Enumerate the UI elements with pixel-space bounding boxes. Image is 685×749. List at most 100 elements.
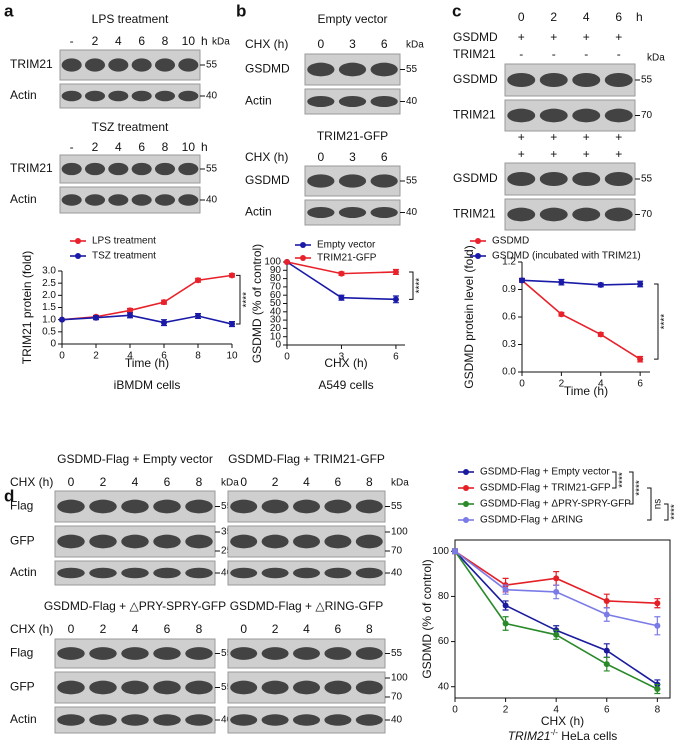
lane-label: 0 xyxy=(317,37,324,51)
blot-band xyxy=(84,58,106,72)
data-point xyxy=(519,277,525,284)
lane-label: 6 xyxy=(381,150,388,164)
lane-label: 6 xyxy=(335,622,342,636)
blot-band xyxy=(292,647,321,660)
blot-band xyxy=(292,534,321,549)
lane-label: 8 xyxy=(162,34,169,48)
marker-label: 55 xyxy=(406,176,418,187)
legend-label: GSDMD xyxy=(492,236,529,247)
y-tick-label: 90 xyxy=(270,265,282,276)
y-tick-label: 3.0 xyxy=(42,266,56,277)
blot-band xyxy=(572,171,601,187)
lane-label: - xyxy=(70,34,74,48)
sig-label: **** xyxy=(415,278,426,294)
row-label: Actin xyxy=(10,88,37,102)
blot-band xyxy=(131,58,152,72)
y-axis-label: TRIM21 protein (fold) xyxy=(20,251,34,364)
lane-label: 0 xyxy=(68,475,75,489)
lane-label: 8 xyxy=(162,140,169,154)
caption-part: TRIM21 xyxy=(508,729,551,743)
blot-band xyxy=(57,680,85,695)
treatment-sign: - xyxy=(519,47,523,61)
blot-band xyxy=(84,90,106,102)
row-label: Flag xyxy=(10,646,33,660)
data-point xyxy=(392,268,399,275)
caption: A549 cells xyxy=(318,378,373,392)
row-label: Actin xyxy=(10,712,37,726)
blot-axis-label: CHX (h) xyxy=(10,622,53,636)
blot-band xyxy=(324,567,352,579)
blot-band xyxy=(292,499,321,514)
data-point xyxy=(553,631,560,638)
y-tick-label: 60 xyxy=(270,290,282,301)
blot-title: LPS treatment xyxy=(92,12,169,26)
marker-label: 40 xyxy=(406,96,418,107)
blot-band xyxy=(185,567,213,579)
lane-label: 4 xyxy=(115,140,122,154)
y-tick-label: 0 xyxy=(275,340,281,351)
y-axis-label: GSDMD (% of control) xyxy=(420,559,434,678)
sig-bracket xyxy=(647,487,652,521)
y-tick-label: 100 xyxy=(432,546,449,557)
row-label: TRIM21 xyxy=(453,108,496,122)
lane-label: 8 xyxy=(366,475,373,489)
y-tick-label: 1.5 xyxy=(42,302,56,313)
treatment-sign: + xyxy=(615,147,622,161)
lane-label: 8 xyxy=(196,622,203,636)
blot-band xyxy=(338,62,367,77)
x-tick-label: 2 xyxy=(559,379,565,390)
marker-label: 55 xyxy=(391,648,403,659)
treatment-sign: + xyxy=(518,147,525,161)
blot-band xyxy=(261,567,289,579)
blot-band xyxy=(307,62,335,77)
blot-band xyxy=(89,499,117,514)
sig-bracket xyxy=(629,471,634,505)
legend-label: GSDMD-Flag + ΔRING xyxy=(480,515,583,526)
kda-label: kDa xyxy=(406,40,424,51)
blot-band xyxy=(108,162,129,176)
blot-background xyxy=(59,83,201,109)
sig-bracket xyxy=(664,503,669,521)
blot-title: GSDMD-Flag + Empty vector xyxy=(57,452,213,466)
blot-band xyxy=(108,90,129,102)
marker-label: 55 xyxy=(406,64,418,75)
row-label: GSDMD xyxy=(245,62,290,76)
y-tick-label: 40 xyxy=(438,681,450,692)
treatment-sign: + xyxy=(550,30,557,44)
blot-background xyxy=(59,154,201,184)
marker-label: 40 xyxy=(206,91,218,102)
blot-band xyxy=(178,194,199,206)
row-label: TRIM21 xyxy=(453,207,496,221)
blot-band xyxy=(572,72,601,88)
marker-label: 40 xyxy=(391,568,403,579)
data-point xyxy=(637,281,644,287)
kda-label: kDa xyxy=(212,37,230,48)
blot-band xyxy=(84,162,106,176)
y-tick-label: 30 xyxy=(270,315,282,326)
blot-band xyxy=(230,680,258,695)
lane-label: 4 xyxy=(583,10,590,24)
legend-marker xyxy=(300,242,306,248)
data-point xyxy=(502,586,509,593)
marker-label: 55 xyxy=(206,164,218,175)
x-axis-label: CHX (h) xyxy=(541,714,584,728)
legend-label: GSDMD-Flag + ΔPRY-SPRY-GFP xyxy=(480,499,631,510)
blot-band xyxy=(324,680,352,695)
blot-band xyxy=(57,647,85,660)
blot-title: GSDMD-Flag + TRIM21-GFP xyxy=(228,452,385,466)
row-label: Actin xyxy=(10,192,37,206)
x-tick-label: 4 xyxy=(598,379,604,390)
series-line xyxy=(61,274,233,321)
blot-band xyxy=(57,534,85,549)
x-tick-label: 10 xyxy=(226,351,238,362)
blot-band xyxy=(57,714,85,726)
legend-label: Empty vector xyxy=(317,240,376,251)
legend-marker xyxy=(475,253,481,259)
series-line xyxy=(61,314,233,325)
row-label: Flag xyxy=(10,499,33,513)
x-tick-label: 2 xyxy=(93,351,99,362)
sig-label: **** xyxy=(670,504,681,520)
blot-band xyxy=(572,108,601,123)
blot-band xyxy=(89,680,117,695)
data-point xyxy=(229,272,235,279)
